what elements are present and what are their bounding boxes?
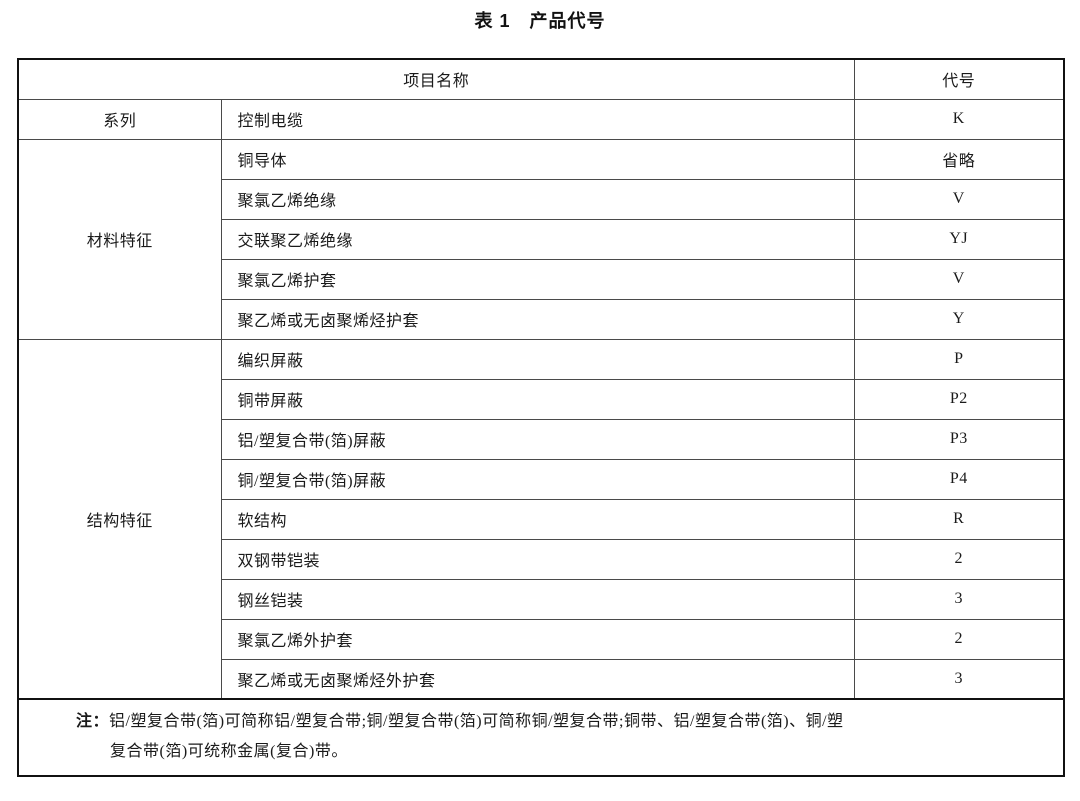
table-row: 聚氯乙烯护套 V xyxy=(18,258,1065,300)
code-cell: YJ xyxy=(853,218,1065,260)
item-cell: 交联聚乙烯绝缘 xyxy=(220,218,855,260)
code-cell: R xyxy=(853,498,1065,540)
item-cell: 铜/塑复合带(箔)屏蔽 xyxy=(220,458,855,500)
table-row: 铝/塑复合带(箔)屏蔽 P3 xyxy=(18,418,1065,460)
table-row: 结构特征 编织屏蔽 P xyxy=(17,338,1065,700)
table-row: 材料特征 铜导体 省略 xyxy=(17,138,1065,340)
product-code-table: 项目名称 代号 系列 控制电缆 K 材料特征 铜导体 省略 聚氯乙烯绝缘 V 交… xyxy=(17,58,1066,777)
note-cell: 注：铝/塑复合带(箔)可简称铝/塑复合带;铜/塑复合带(箔)可简称铜/塑复合带;… xyxy=(17,698,1065,777)
category-cell-material: 材料特征 xyxy=(17,138,222,340)
code-cell: 2 xyxy=(853,538,1065,580)
note-label: 注： xyxy=(76,713,110,730)
header-row: 项目名称 代号 xyxy=(17,58,1065,100)
code-cell: V xyxy=(853,178,1065,220)
code-cell: P xyxy=(853,338,1065,380)
table-row: 聚氯乙烯绝缘 V xyxy=(18,178,1065,220)
item-cell: 聚氯乙烯护套 xyxy=(220,258,855,300)
table-row: 聚乙烯或无卤聚烯烃护套 Y xyxy=(18,298,1065,340)
category-cell-structure: 结构特征 xyxy=(17,338,222,700)
item-cell: 聚乙烯或无卤聚烯烃护套 xyxy=(220,298,855,340)
category-cell-series: 系列 xyxy=(17,98,222,140)
item-cell: 铜导体 xyxy=(220,138,855,180)
table-caption: 表 1 产品代号 xyxy=(474,11,606,31)
note-text-line1: 铝/塑复合带(箔)可简称铝/塑复合带;铜/塑复合带(箔)可简称铜/塑复合带;铜带… xyxy=(109,713,844,730)
table-row: 双钢带铠装 2 xyxy=(18,538,1065,580)
code-cell: P3 xyxy=(853,418,1065,460)
item-cell: 钢丝铠装 xyxy=(220,578,855,620)
code-cell: 3 xyxy=(853,658,1065,700)
code-cell: 省略 xyxy=(853,138,1065,180)
note-text-line2: 复合带(箔)可统称金属(复合)带。 xyxy=(110,743,348,760)
item-cell: 铝/塑复合带(箔)屏蔽 xyxy=(220,418,855,460)
item-cell: 聚乙烯或无卤聚烯烃外护套 xyxy=(220,658,855,700)
item-cell: 铜带屏蔽 xyxy=(220,378,855,420)
code-cell: P4 xyxy=(853,458,1065,500)
code-cell: P2 xyxy=(853,378,1065,420)
item-cell: 控制电缆 xyxy=(220,98,855,140)
table-row: 系列 控制电缆 K xyxy=(17,98,1065,140)
code-cell: Y xyxy=(853,298,1065,340)
table-row: 软结构 R xyxy=(18,498,1065,540)
table-row: 聚氯乙烯外护套 2 xyxy=(18,618,1065,660)
code-cell: 2 xyxy=(853,618,1065,660)
header-item-name: 项目名称 xyxy=(17,58,855,100)
item-cell: 软结构 xyxy=(220,498,855,540)
code-cell: K xyxy=(853,98,1065,140)
table-row: 钢丝铠装 3 xyxy=(18,578,1065,620)
note-line-1: 注：铝/塑复合带(箔)可简称铝/塑复合带;铜/塑复合带(箔)可简称铜/塑复合带;… xyxy=(76,707,1053,737)
code-cell: 3 xyxy=(853,578,1065,620)
table-row: 铜/塑复合带(箔)屏蔽 P4 xyxy=(18,458,1065,500)
code-cell: V xyxy=(853,258,1065,300)
header-code: 代号 xyxy=(853,58,1065,100)
item-cell: 编织屏蔽 xyxy=(220,338,855,380)
item-cell: 聚氯乙烯绝缘 xyxy=(220,178,855,220)
item-cell: 聚氯乙烯外护套 xyxy=(220,618,855,660)
item-cell: 双钢带铠装 xyxy=(220,538,855,580)
table-note-row: 注：铝/塑复合带(箔)可简称铝/塑复合带;铜/塑复合带(箔)可简称铜/塑复合带;… xyxy=(17,698,1065,777)
